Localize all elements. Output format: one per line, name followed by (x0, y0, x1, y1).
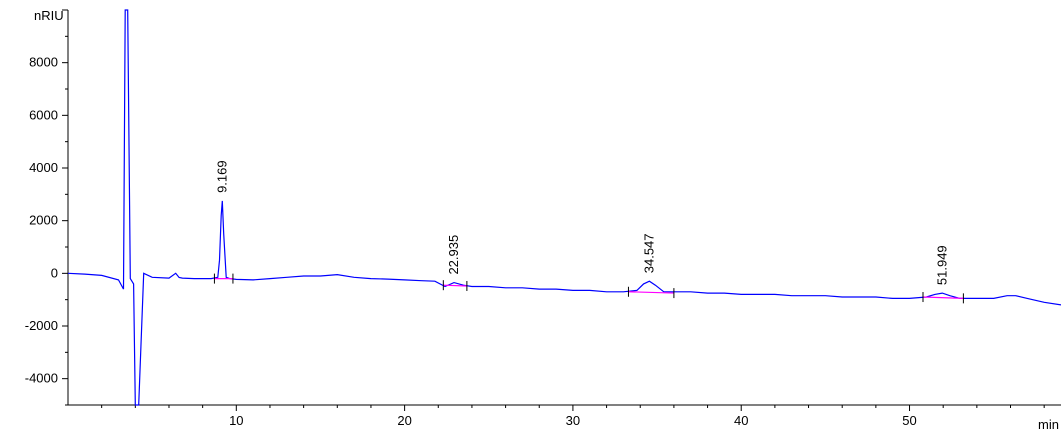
x-tick-label: 20 (397, 413, 411, 428)
peak-baseline (922, 296, 964, 299)
y-tick-label: 8000 (29, 55, 58, 70)
peak-baseline (443, 284, 467, 287)
peak-label: 51.949 (934, 245, 949, 285)
x-tick-label: 10 (229, 413, 243, 428)
x-tick-label: 30 (566, 413, 580, 428)
y-tick-label: -4000 (25, 371, 58, 386)
y-tick-label: -2000 (25, 318, 58, 333)
y-tick-label: 6000 (29, 107, 58, 122)
y-tick-label: 4000 (29, 160, 58, 175)
y-axis: 8000 6000 4000 2000 0 -2000 -4000 (25, 9, 69, 406)
x-tick-label: 50 (902, 413, 916, 428)
peak-baseline (628, 291, 674, 294)
x-axis-title: min (1038, 417, 1059, 432)
plot-area: 9.169 22.935 34.547 51.949 (67, 9, 1061, 406)
x-axis: 10 20 30 40 50 (68, 404, 1061, 428)
y-tick-label: 0 (51, 265, 58, 280)
y-tick-label: 2000 (29, 213, 58, 228)
peak-label: 9.169 (214, 160, 229, 193)
signal-trace (67, 9, 1061, 406)
peak-label: 22.935 (446, 235, 461, 275)
peak-label: 34.547 (641, 233, 656, 273)
y-axis-title: nRIU (34, 8, 64, 23)
x-tick-label: 40 (734, 413, 748, 428)
